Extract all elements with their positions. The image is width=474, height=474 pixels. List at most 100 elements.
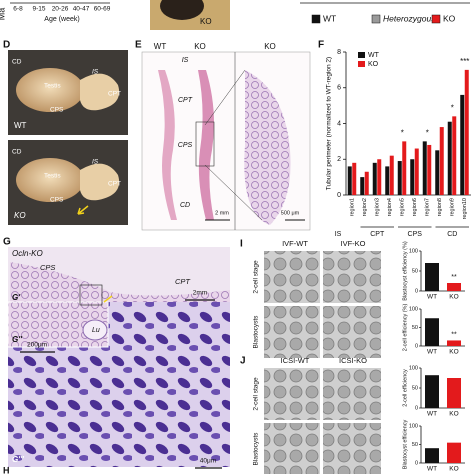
y-tick-label: 6 <box>337 85 341 92</box>
x-tick-label: WT <box>427 411 437 418</box>
lumen-label: Lu <box>92 327 100 334</box>
bar <box>410 159 415 195</box>
organ <box>80 73 120 111</box>
organ-label: CD <box>12 149 22 156</box>
micrograph <box>264 368 320 420</box>
bar <box>414 148 419 195</box>
x-tick-label: KO <box>449 466 458 473</box>
region-label: CPT <box>178 97 193 104</box>
organ <box>16 158 84 202</box>
x-tick-label: 20-26 <box>52 6 69 13</box>
panel-label: H <box>3 465 10 474</box>
micrograph <box>264 423 320 474</box>
legend-swatch <box>358 61 365 67</box>
bar <box>360 177 365 195</box>
column-header: KO <box>194 42 206 51</box>
bar <box>402 141 407 195</box>
y-tick-label: 0 <box>337 192 341 199</box>
axis-label: Age (week) <box>44 16 79 23</box>
region-label: IS <box>182 57 189 64</box>
micrograph <box>323 423 381 474</box>
tissue <box>198 70 214 220</box>
arrow <box>103 295 113 303</box>
micrograph <box>323 368 381 420</box>
axis-label: 2-cell efficiency <box>402 369 408 407</box>
genotype-label: KO <box>14 211 26 220</box>
x-tick-label: region3 <box>375 198 381 216</box>
bar <box>427 144 432 195</box>
y-tick-label: 100 <box>409 365 418 371</box>
bar <box>464 69 469 195</box>
region-label: CPS <box>178 142 193 149</box>
column-header: IVF-KO <box>340 239 365 248</box>
legend-swatch <box>371 14 381 24</box>
x-tick-label: region8 <box>437 198 443 216</box>
region-label: CD <box>180 202 190 209</box>
bar <box>397 161 402 195</box>
bar <box>425 448 439 463</box>
bar <box>425 263 439 291</box>
panel-label: J <box>240 356 246 367</box>
legend-label: WT <box>323 13 336 23</box>
bar <box>439 127 444 195</box>
organ-label: IS <box>92 159 99 166</box>
y-tick-label: 0 <box>415 343 418 349</box>
significance: * <box>451 103 454 112</box>
row-label: Blastocysts <box>253 315 260 349</box>
inset-label: G' <box>12 293 21 302</box>
bar <box>447 283 461 291</box>
x-tick-label: region2 <box>362 198 368 216</box>
group-label: CPS <box>408 231 423 238</box>
inset-label: G''' <box>12 455 25 464</box>
tissue <box>244 70 291 225</box>
legend-swatch <box>358 52 365 58</box>
organ-label: CD <box>12 59 22 66</box>
legend-label: KO <box>368 61 379 68</box>
organ <box>16 68 84 112</box>
organ-label: Testis <box>44 83 61 90</box>
bar <box>385 166 390 195</box>
legend-swatch <box>431 14 441 24</box>
scale-label: 500 μm <box>281 210 300 216</box>
y-tick-label: 4 <box>337 120 341 127</box>
y-tick-label: 0 <box>415 288 418 294</box>
bar <box>377 159 382 195</box>
region-label: CPT <box>175 277 191 286</box>
group-label: CPT <box>370 231 385 238</box>
region-label: CPS <box>40 263 55 272</box>
organ-label: IS <box>92 69 99 76</box>
bar <box>447 340 461 346</box>
panel-label: I <box>240 239 243 250</box>
panel-label: D <box>3 40 10 51</box>
column-header: WT <box>154 42 167 51</box>
zoom-box <box>79 284 103 306</box>
bar <box>372 162 377 195</box>
image-title: Ocln-KO <box>12 249 43 258</box>
bar <box>425 318 439 346</box>
x-tick-label: region1 <box>350 198 356 216</box>
significance: * <box>426 128 429 137</box>
bar <box>347 166 352 195</box>
y-tick-label: 2 <box>337 156 341 163</box>
y-tick-label: 50 <box>412 268 418 274</box>
micrograph <box>323 306 381 358</box>
zoom-line <box>204 164 263 221</box>
x-tick-label: WT <box>427 349 437 356</box>
panel-label: G <box>3 237 11 248</box>
column-header: ICSI-WT <box>281 356 310 365</box>
micrograph <box>323 251 381 303</box>
axis-label: Ma <box>0 8 6 21</box>
column-header: ICSI-KO <box>339 356 367 365</box>
y-tick-label: 0 <box>415 405 418 411</box>
axis-label: 2-cell efficiency (%) <box>402 304 408 352</box>
x-tick-label: KO <box>449 349 458 356</box>
x-tick-label: WT <box>427 466 437 473</box>
micrograph <box>264 251 320 303</box>
row-label: 2-cell stage <box>253 260 260 294</box>
column-header: KO <box>264 42 276 51</box>
y-tick-label: 50 <box>412 325 418 331</box>
x-tick-label: region5 <box>400 198 406 216</box>
axis-label: Blastocyst efficiency <box>402 420 408 470</box>
bar <box>389 155 394 195</box>
